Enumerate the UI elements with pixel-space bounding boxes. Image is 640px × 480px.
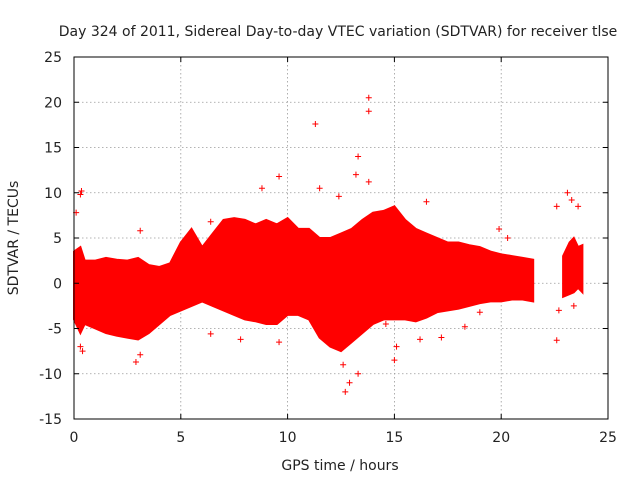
data-point <box>137 227 144 234</box>
data-point <box>393 343 400 350</box>
x-tick-label: 0 <box>70 430 79 446</box>
y-tick-label: -10 <box>39 367 62 383</box>
data-point <box>78 187 85 194</box>
data-point <box>207 330 214 337</box>
axis-ticks: 0 5 10 15 20 25 -15 -10 -5 0 5 10 15 20 25 <box>39 50 617 446</box>
data-point <box>312 120 319 127</box>
x-tick-label: 20 <box>492 430 510 446</box>
y-tick-label: 5 <box>53 231 62 247</box>
data-point <box>568 196 575 203</box>
y-tick-label: 20 <box>44 95 62 111</box>
data-point <box>137 351 144 358</box>
data-point <box>555 307 562 314</box>
x-axis-label: GPS time / hours <box>281 458 398 474</box>
data-point <box>391 357 398 364</box>
x-tick-label: 25 <box>599 430 617 446</box>
sdtvar-main-band <box>73 205 535 353</box>
y-tick-label: -15 <box>39 412 62 428</box>
y-tick-label: 10 <box>44 186 62 202</box>
plot-area <box>73 94 584 395</box>
y-tick-label: 0 <box>53 276 62 292</box>
data-point <box>496 225 503 232</box>
x-tick-label: 10 <box>279 430 297 446</box>
data-point <box>365 178 372 185</box>
data-point <box>77 343 84 350</box>
chart-title: Day 324 of 2011, Sidereal Day-to-day VTE… <box>59 24 618 40</box>
data-point <box>417 336 424 343</box>
data-point <box>258 185 265 192</box>
data-point <box>346 379 353 386</box>
data-point <box>276 173 283 180</box>
y-tick-label: -5 <box>48 322 62 338</box>
data-point <box>352 171 359 178</box>
data-point <box>564 189 571 196</box>
data-point <box>355 370 362 377</box>
data-point <box>365 94 372 101</box>
data-point <box>570 302 577 309</box>
data-point <box>461 323 468 330</box>
data-point <box>335 193 342 200</box>
x-tick-label: 15 <box>385 430 403 446</box>
data-point <box>575 203 582 210</box>
data-point <box>79 348 86 355</box>
data-point <box>553 337 560 344</box>
y-tick-label: 15 <box>44 141 62 157</box>
data-point <box>237 336 244 343</box>
data-point <box>276 339 283 346</box>
data-point <box>207 218 214 225</box>
sdtvar-late-cluster <box>562 236 584 299</box>
data-point <box>77 191 84 198</box>
data-point <box>382 320 389 327</box>
data-point <box>132 358 139 365</box>
data-point <box>553 203 560 210</box>
y-axis-label: SDTVAR / TECUs <box>6 181 22 296</box>
data-point <box>355 153 362 160</box>
data-point <box>438 334 445 341</box>
x-tick-label: 5 <box>176 430 185 446</box>
data-point <box>340 361 347 368</box>
y-tick-label: 25 <box>44 50 62 66</box>
data-point <box>365 108 372 115</box>
data-point <box>342 388 349 395</box>
data-point <box>504 235 511 241</box>
data-point <box>316 185 323 192</box>
data-point <box>476 309 483 316</box>
data-point <box>423 198 430 205</box>
